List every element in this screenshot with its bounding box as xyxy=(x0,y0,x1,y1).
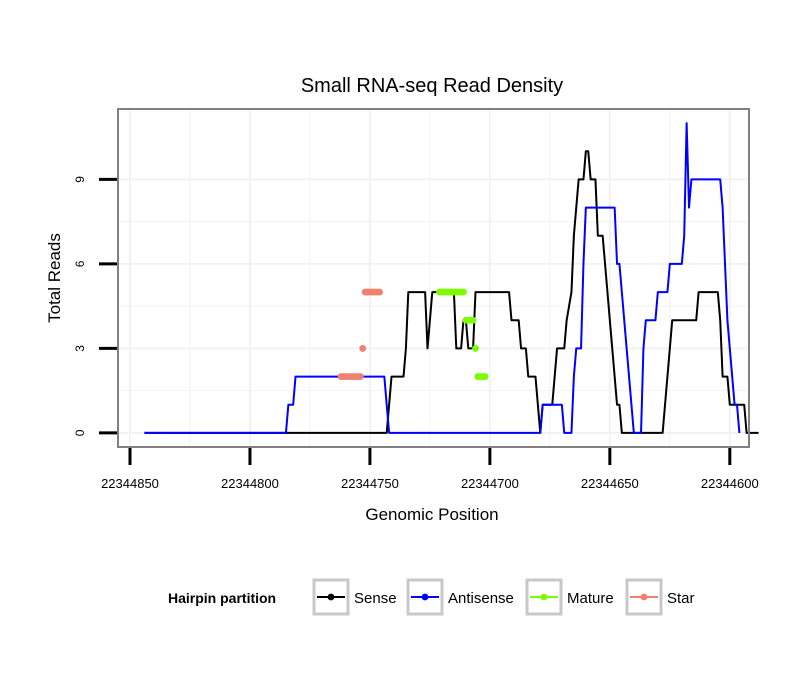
x-tick-label: 22344600 xyxy=(701,476,759,491)
axes: 0 3 6 9 22344850 22344800 22344750 22344700 2234… xyxy=(73,176,759,491)
plot-panel xyxy=(117,108,750,448)
data-point-mature xyxy=(469,316,477,324)
legend-point-sense xyxy=(327,593,335,601)
x-tick-label: 22344850 xyxy=(101,476,159,491)
legend-label-antisense: Antisense xyxy=(448,590,514,607)
series-line-sense xyxy=(144,150,759,434)
x-tick-label: 22344700 xyxy=(461,476,519,491)
plot-series xyxy=(144,122,759,434)
data-point-star xyxy=(356,373,364,380)
data-point-star xyxy=(359,345,367,352)
legend-label-star: Star xyxy=(667,590,695,607)
y-tick-label: 6 xyxy=(73,260,87,267)
y-tick-label: 9 xyxy=(73,176,87,183)
x-tick-label: 22344800 xyxy=(221,476,279,491)
x-axis-label: Genomic Position xyxy=(365,505,498,524)
legend-title: Hairpin partition xyxy=(168,590,276,606)
x-tick-label: 22344750 xyxy=(341,476,399,491)
legend-point-antisense xyxy=(421,593,429,601)
legend-label-mature: Mature xyxy=(567,590,614,607)
y-tick-label: 3 xyxy=(73,345,87,352)
legend-label-sense: Sense xyxy=(354,590,397,607)
y-axis-label: Total Reads xyxy=(45,233,64,323)
data-point-mature xyxy=(472,345,479,352)
x-tick-label: 22344650 xyxy=(581,476,639,491)
data-point-mature xyxy=(460,288,467,296)
data-point-star xyxy=(376,288,383,296)
chart-title: Small RNA-seq Read Density xyxy=(301,75,563,97)
legend-point-mature xyxy=(540,593,548,601)
legend: Hairpin partition Sense Antisense Mature St… xyxy=(168,578,695,616)
data-point-mature xyxy=(481,373,489,380)
y-tick-label: 0 xyxy=(73,429,87,436)
legend-point-star xyxy=(640,593,648,601)
